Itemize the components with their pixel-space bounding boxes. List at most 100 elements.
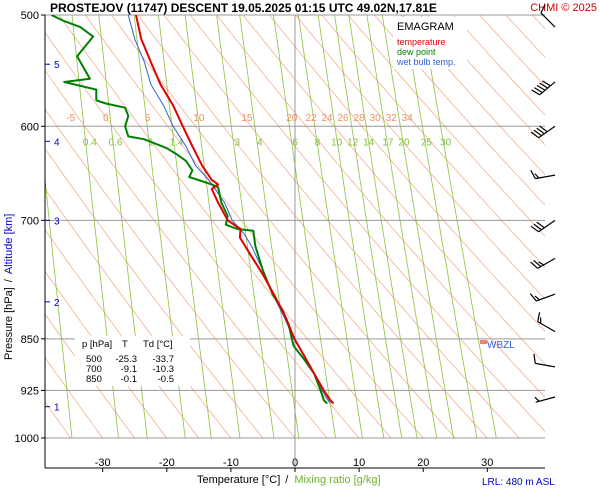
dry-adiabat-line [137,15,488,439]
dry-adiabat-line [373,15,545,206]
dry-adiabat-line [400,15,545,176]
temperature-tick-label: -20 [159,457,175,469]
table-cell: 850 [86,374,102,385]
wind-barb [531,80,556,96]
theta-label: 5 [145,113,151,124]
x-axis-title-temperature: Temperature [°C] [197,474,280,486]
mixing-ratio-label: 30 [440,137,452,148]
dry-adiabat-line [45,147,264,439]
wind-barb [529,293,556,302]
altitude-tick-label: 5 [54,60,60,71]
chart-title: PROSTEJOV (11747) DESCENT 19.05.2025 01:… [50,1,437,15]
mixing-ratio-label: 0.4 [83,137,97,148]
table-header-td: Td [°C] [143,339,173,350]
table-cell: 700 [86,364,102,375]
altitude-tick-label: 4 [54,137,60,148]
dry-adiabat-line [426,15,545,146]
wind-barb-staff [535,362,556,368]
wind-barb [537,312,556,333]
table-cell: -33.7 [152,354,174,365]
wind-barb-feather [530,131,539,139]
theta-label: 0 [103,113,109,124]
wind-barb-feather [539,82,549,89]
y-axis-title: Pressure [hPa] / Altitude [km] [3,214,15,360]
pressure-ticks: 500 600 700 850 925 1000 [15,10,45,445]
wind-barb-feather [533,87,543,94]
data-table-bg [75,336,190,386]
theta-label: 26 [338,113,350,124]
x-axis-title-sep: / [285,474,289,486]
dry-adiabat-line [45,69,328,439]
wind-barb [534,396,556,403]
mixing-ratio-line [403,15,478,439]
wind-barb-feather [530,261,539,269]
temperature-tick-label: 0 [292,457,298,469]
mixing-ratio-label: 25 [421,137,433,148]
table-cell: -0.1 [121,374,137,385]
mixing-ratio-line [317,15,385,439]
pressure-tick-label: 1000 [15,433,39,445]
dry-adiabat-line [45,31,360,439]
mixing-ratio-label: 1.4 [169,137,183,148]
theta-label: 15 [241,113,253,124]
mixing-ratio-label: 3 [235,137,241,148]
data-table: p [hPa] T Td [°C] 500 -25.3 -33.7 700 -9… [75,336,190,386]
temperature-tick-label: 20 [417,457,429,469]
x-axis-title-mixing: Mixing ratio [g/kg] [294,474,380,486]
mixing-ratio-label: 6 [292,137,298,148]
mixing-ratio-line [421,15,497,439]
wind-barbs [529,4,556,403]
mixing-ratio-label: 20 [398,137,410,148]
theta-label: 22 [305,113,317,124]
dew-point-line [50,15,328,405]
dry-adiabat-line [58,15,392,439]
wind-barb-feather [531,89,541,96]
wind-barb-feather [536,127,545,135]
wind-barb [530,169,556,180]
altitude-tick-label: 2 [54,298,60,309]
wbzl-label: WBZL [487,340,515,351]
dry-adiabat-line [561,0,600,438]
mixing-ratio-line [273,15,336,439]
wind-barb-feather [530,169,536,179]
mixing-ratio-line [45,175,73,439]
legend-box [393,17,467,69]
pressure-tick-label: 850 [21,334,39,346]
mixing-ratio-line [157,15,212,439]
pressure-tick-label: 500 [21,10,39,22]
mixing-ratio-label: 8 [315,137,321,148]
wind-barb [540,4,556,28]
wind-barb [530,219,556,233]
legend: EMAGRAM temperature dew point wet bulb t… [393,17,467,69]
mixing-ratio-label: 10 [331,137,343,148]
dry-adiabat-line [163,15,520,439]
wind-barb-staff [540,12,556,28]
wind-barb-feather [533,259,542,268]
pressure-tick-label: 600 [21,121,39,133]
altitude-tick-label: 3 [54,216,60,227]
mixing-ratio-line [216,15,275,439]
wind-barb [530,257,556,269]
legend-item-temperature: temperature [397,37,446,47]
temperature-tick-label: -30 [95,457,111,469]
table-header-t: T [122,339,128,350]
theta-label: 34 [402,113,414,124]
wind-barb-feather [534,396,540,402]
dry-adiabat-line [295,15,545,300]
dry-adiabat-line [268,15,545,332]
mixing-ratio-label: 4 [257,137,263,148]
mixing-ratio-label: 14 [363,137,375,148]
legend-item-wet-bulb: wet bulb temp. [396,57,456,67]
mixing-ratio-line [334,15,403,439]
temperature-tick-label: 10 [353,457,365,469]
wind-barb-feather [533,223,542,231]
mixing-ratio-line [381,15,454,439]
lrl-label: LRL: 480 m ASL [482,477,555,488]
wind-barb-feather [538,261,544,266]
pressure-tick-label: 700 [21,215,39,227]
temperature-line [135,15,335,405]
wind-barb-feather [536,221,545,229]
dry-adiabat-line [452,15,545,116]
x-axis-title: Temperature [°C] / Mixing ratio [g/kg] [197,474,381,486]
